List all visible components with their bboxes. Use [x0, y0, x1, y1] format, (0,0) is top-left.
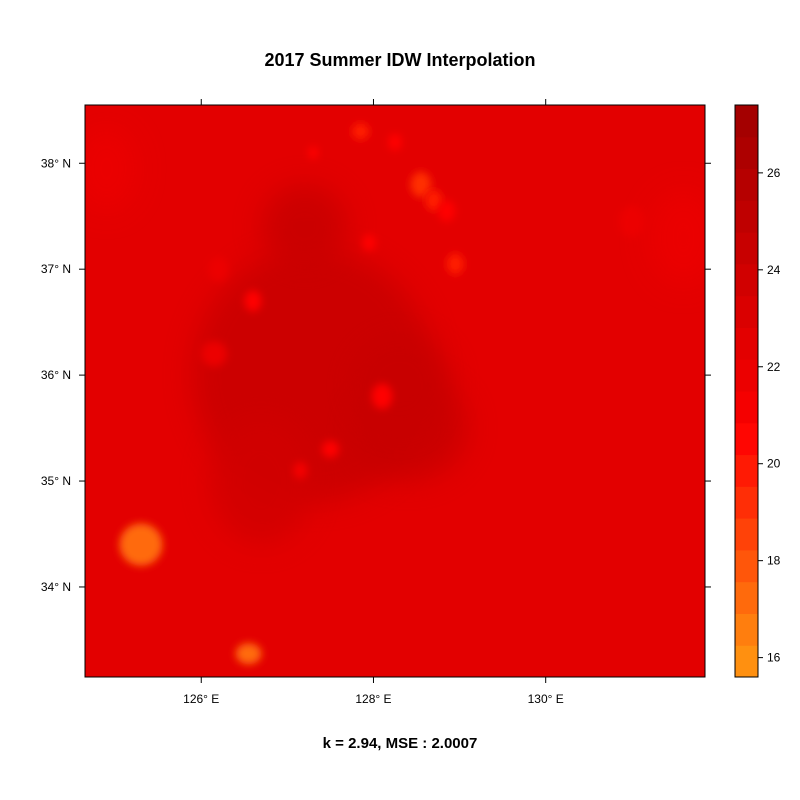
- colorbar-segment-9: [735, 359, 758, 392]
- cool-spot-16: [308, 146, 319, 160]
- colorbar-tick-label-4: 24: [767, 263, 781, 277]
- x-tick-label-1: 128° E: [355, 692, 391, 706]
- colorbar-tick-label-3: 22: [767, 360, 781, 374]
- colorbar-frame: [734, 104, 759, 678]
- cool-spot-10: [388, 133, 402, 151]
- cool-spot-22: [85, 126, 137, 211]
- map-subtitle: k = 2.94, MSE : 2.0007: [322, 735, 478, 752]
- cool-spot-14: [371, 383, 393, 410]
- warm-region-4: [209, 417, 314, 545]
- cool-spot-21: [618, 205, 645, 238]
- cool-spot-18: [293, 461, 308, 479]
- colorbar-segment-12: [735, 263, 758, 297]
- cool-spot-9: [351, 123, 370, 140]
- cool-spot-17: [438, 200, 456, 222]
- cool-spot-19: [201, 341, 228, 367]
- y-tick-label-4: 38° N: [41, 156, 71, 170]
- colorbar-tick-label-2: 20: [767, 457, 781, 471]
- cool-spot-7: [410, 171, 432, 198]
- map-title: 2017 Summer IDW Interpolation: [264, 50, 536, 70]
- colorbar: 16 18 20 22 24 26: [734, 104, 781, 678]
- cool-spot-23: [649, 189, 705, 286]
- colorbar-segment-10: [735, 327, 758, 360]
- cool-spot-13: [244, 290, 262, 312]
- colorbar-segment-15: [735, 168, 758, 201]
- x-tick-label-2: 130° E: [528, 692, 564, 706]
- colorbar-segment-5: [735, 486, 758, 519]
- cool-spot-11: [362, 234, 377, 252]
- colorbar-segment-0: [735, 645, 758, 678]
- colorbar-tick-label-0: 16: [767, 651, 781, 665]
- cool-spot-12: [446, 253, 464, 275]
- colorbar-segment-17: [735, 105, 758, 138]
- x-tick-label-0: 126° E: [183, 692, 219, 706]
- warm-region-3: [347, 332, 451, 439]
- colorbar-segment-16: [735, 136, 758, 170]
- map-area: [84, 104, 706, 678]
- y-tick-label-1: 35° N: [41, 474, 71, 488]
- colorbar-tick-label-1: 18: [767, 554, 781, 568]
- cool-spot-5: [119, 523, 163, 566]
- colorbar-segment-13: [735, 232, 758, 265]
- cool-spot-6: [235, 643, 262, 665]
- colorbar-segment-1: [735, 613, 758, 646]
- colorbar-segment-7: [735, 422, 758, 456]
- colorbar-segment-3: [735, 549, 758, 583]
- y-tick-label-2: 36° N: [41, 368, 71, 382]
- cool-spot-8: [425, 189, 443, 211]
- colorbar-segment-4: [735, 518, 758, 551]
- colorbar-segment-11: [735, 295, 758, 328]
- cool-spot-20: [208, 256, 229, 282]
- colorbar-segment-2: [735, 581, 758, 614]
- map-frame: [84, 104, 706, 678]
- warm-region-2: [261, 184, 348, 270]
- colorbar-segment-14: [735, 200, 758, 233]
- y-tick-label-3: 37° N: [41, 262, 71, 276]
- cool-spot-15: [321, 440, 340, 458]
- colorbar-segment-8: [735, 391, 758, 424]
- axis-ticks: 126° E 128° E 130° E 34° N 35° N 36° N 37° N 38…: [41, 99, 711, 706]
- y-tick-label-0: 34° N: [41, 580, 71, 594]
- colorbar-segment-6: [735, 454, 758, 487]
- colorbar-tick-label-5: 26: [767, 166, 781, 180]
